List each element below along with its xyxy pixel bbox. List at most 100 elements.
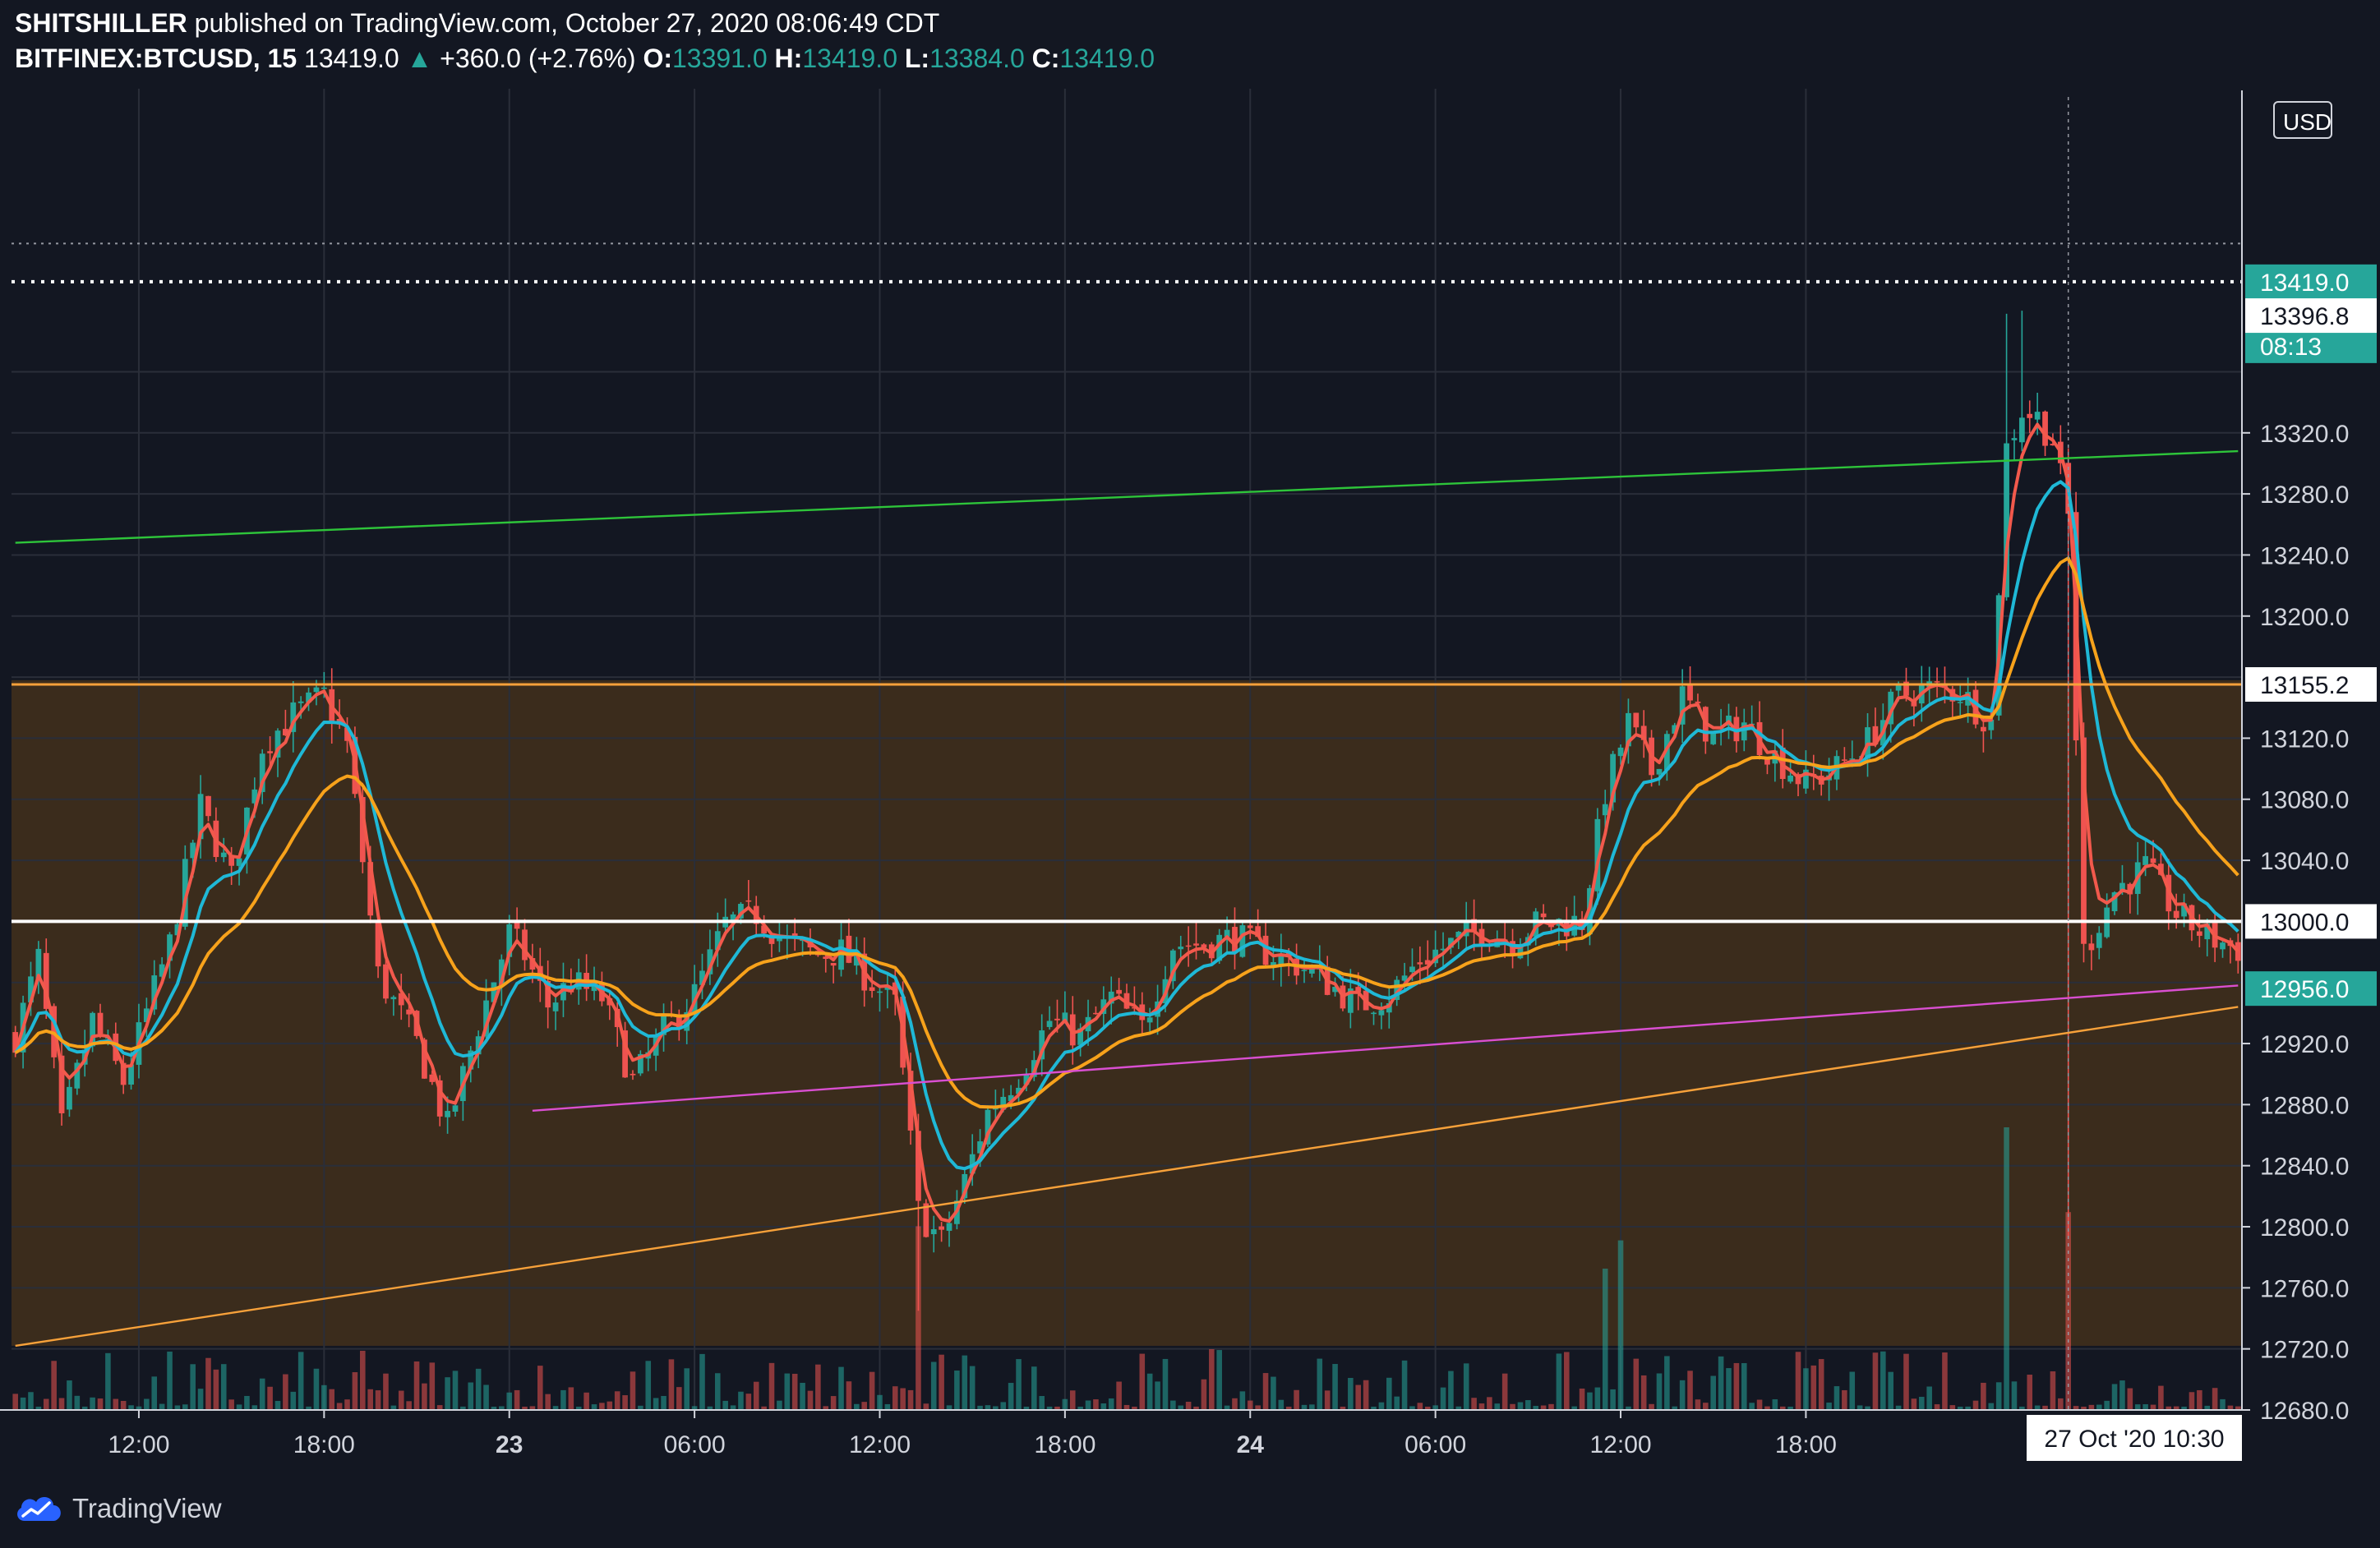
price-label-text: 12956.0 <box>2260 976 2349 1003</box>
candle <box>182 845 188 930</box>
candle-body <box>143 1008 150 1022</box>
volume-bar <box>800 1382 805 1410</box>
candle-body <box>159 964 165 977</box>
volume-bar <box>144 1398 150 1410</box>
volume-bar <box>1741 1362 1747 1410</box>
price-label-text: 13000.0 <box>2260 909 2349 936</box>
candle-body <box>1795 774 1801 785</box>
candle <box>282 709 288 736</box>
candle <box>1116 978 1122 999</box>
candle <box>877 986 883 1012</box>
volume-bar <box>1501 1373 1508 1410</box>
volume-bar <box>43 1398 49 1410</box>
candle <box>375 913 381 979</box>
volume-bar <box>1810 1365 1817 1410</box>
candle-body <box>2196 931 2202 936</box>
publish-text: published on TradingView.com, October 27… <box>194 8 940 38</box>
candle-body <box>916 1131 921 1201</box>
volume-bar <box>1394 1396 1400 1410</box>
candle-body <box>267 751 273 753</box>
candle <box>398 974 404 1020</box>
volume-bar <box>1703 1403 1709 1410</box>
price-label-box: 13419.0 <box>2245 264 2377 299</box>
candle-body <box>777 938 782 942</box>
candle-body <box>1849 758 1856 760</box>
candle-body <box>1008 1094 1014 1101</box>
volume-bar <box>1378 1402 1385 1410</box>
volume-bar <box>151 1376 158 1410</box>
volume-bar <box>614 1391 620 1410</box>
volume-bar <box>1672 1406 1678 1410</box>
candle-body <box>1764 758 1770 765</box>
candle-body <box>1617 747 1624 757</box>
volume-bar <box>993 1406 999 1410</box>
price-tick-label: 13200.0 <box>2260 604 2349 631</box>
volume-bar <box>290 1391 297 1410</box>
volume-bar <box>483 1384 489 1410</box>
volume-bar <box>1826 1403 1832 1410</box>
candle-body <box>205 795 211 817</box>
volume-bar <box>638 1405 643 1410</box>
candle <box>259 749 265 804</box>
candle <box>2142 840 2148 877</box>
candle-body <box>1571 915 1578 936</box>
volume-bar <box>1262 1373 1269 1410</box>
candle <box>359 782 366 873</box>
volume-bar <box>429 1362 436 1410</box>
symbol-name[interactable]: BITFINEX:BTCUSD, 15 <box>15 44 298 73</box>
tradingview-logo[interactable]: TradingView <box>13 1491 222 1526</box>
volume-bar <box>1510 1403 1515 1410</box>
candle-body <box>545 980 551 1008</box>
price-label-box: 08:13 <box>2245 328 2377 363</box>
candle-body <box>637 1053 643 1074</box>
volume-bar <box>1911 1398 1917 1410</box>
volume-bar <box>522 1406 528 1410</box>
volume-bar <box>1957 1406 1963 1410</box>
candle-body <box>1062 1012 1068 1023</box>
volume-bar <box>352 1372 358 1410</box>
open-value: 13391.0 <box>671 44 768 73</box>
volume-bar <box>1193 1406 1199 1410</box>
volume-bar <box>236 1404 242 1410</box>
volume-bar <box>1795 1352 1801 1410</box>
candle-body <box>367 862 374 916</box>
candle <box>2096 926 2102 960</box>
volume-bar <box>1178 1405 1184 1410</box>
volume-bar <box>2220 1398 2225 1410</box>
candle-body <box>128 1064 134 1085</box>
candle <box>2034 393 2041 435</box>
up-triangle-icon: ▲ <box>406 44 433 73</box>
candle <box>97 1003 104 1039</box>
candle-body <box>1417 962 1423 965</box>
price-tick-label: 12880.0 <box>2260 1092 2349 1119</box>
volume-bar <box>1988 1403 1995 1410</box>
candle <box>946 1211 952 1247</box>
volume-bar <box>2111 1384 2118 1410</box>
volume-bar <box>1525 1400 1531 1410</box>
author-name[interactable]: SHITSHILLER <box>15 8 187 38</box>
volume-bar <box>321 1384 327 1410</box>
candle <box>267 736 273 769</box>
volume-bar <box>1132 1406 1137 1410</box>
volume-bar <box>823 1406 829 1410</box>
candle-body <box>167 934 173 961</box>
candle-body <box>1895 684 1902 691</box>
volume-bar <box>1571 1406 1577 1410</box>
volume-bar <box>815 1364 821 1410</box>
volume-bar <box>205 1357 211 1410</box>
volume-bar <box>1564 1352 1570 1410</box>
candle-body <box>1216 934 1223 961</box>
candle-body <box>321 687 327 689</box>
price-tick-label: 12720.0 <box>2260 1337 2349 1364</box>
volume-bar <box>1386 1377 1392 1410</box>
volume-bar <box>2119 1380 2125 1410</box>
volume-bar <box>2004 1127 2009 1410</box>
volume-bar <box>1949 1405 1956 1410</box>
volume-bar <box>2150 1404 2156 1410</box>
volume-bar <box>1787 1406 1793 1410</box>
volume-bar <box>1324 1390 1331 1410</box>
candle <box>205 795 211 822</box>
candle-body <box>1355 987 1362 993</box>
volume-bar <box>2142 1404 2148 1410</box>
